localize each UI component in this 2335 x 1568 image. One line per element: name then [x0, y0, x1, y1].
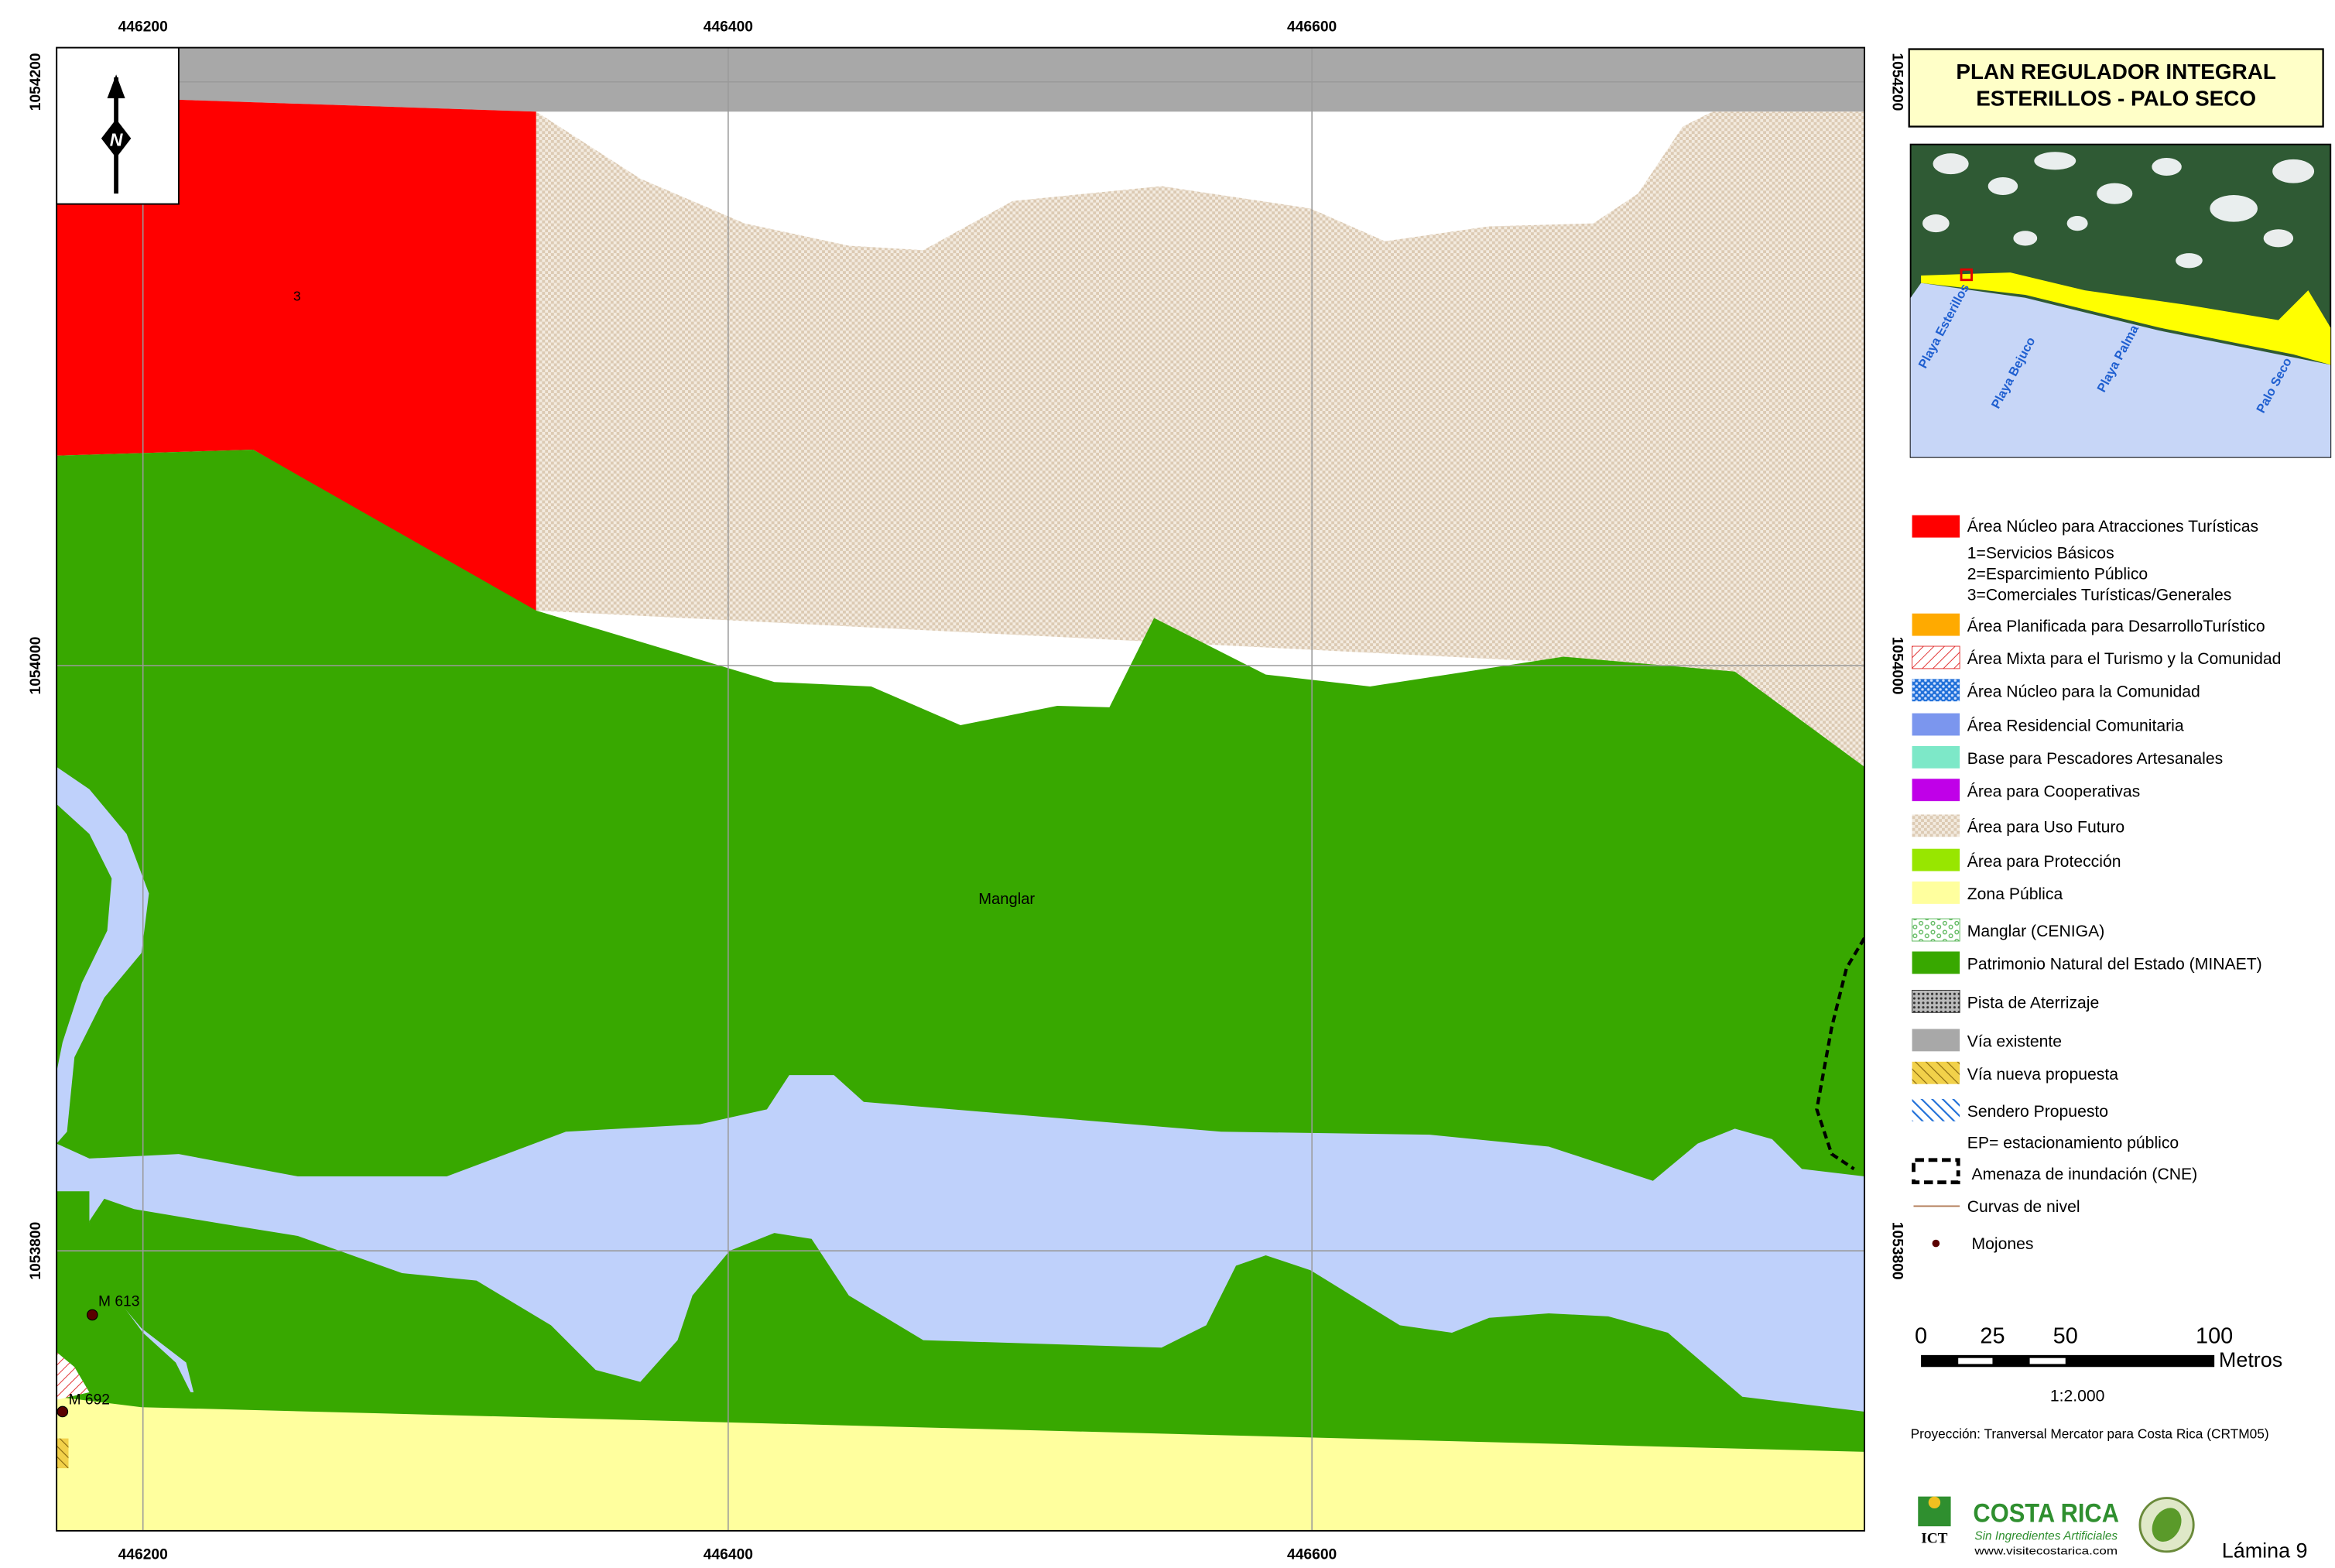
y-coord: 1054200 [28, 53, 44, 111]
x-coord: 446200 [118, 1546, 168, 1563]
legend-label: Pista de Aterrizaje [1967, 995, 2100, 1012]
legend-swatch [1912, 746, 1960, 769]
logos: ICT COSTA RICA Sin Ingredientes Artifici… [1918, 1497, 2193, 1557]
legend-label: Vía nueva propuesta [1967, 1066, 2118, 1084]
legend-label: Curvas de nivel [1967, 1198, 2080, 1216]
marker [57, 1406, 67, 1416]
legend-swatch [1912, 882, 1960, 904]
scale-bar: 0 25 50 100 Metros 1:2.000 [1915, 1323, 2282, 1405]
y-coord: 1054200 [1889, 53, 1905, 111]
sheet-number: Lámina 9 [2222, 1539, 2308, 1563]
legend-label: Amenaza de inundación (CNE) [1972, 1166, 2198, 1183]
scale-unit: Metros [2219, 1348, 2282, 1371]
legend-swatch [1912, 919, 1960, 941]
legend-swatch [1912, 849, 1960, 871]
legend-swatch [1912, 1029, 1960, 1052]
legend-swatch [1913, 1160, 1958, 1183]
legend: Área Núcleo para Atracciones Turísticas … [1912, 515, 2282, 1254]
legend-label: Base para Pescadores Artesanales [1967, 750, 2223, 768]
legend-swatch [1912, 779, 1960, 801]
logo-text: www.visitecostarica.com [1974, 1546, 2118, 1557]
x-coord: 446600 [1287, 19, 1337, 35]
legend-swatch [1912, 714, 1960, 736]
legend-swatch [1912, 951, 1960, 974]
title: ESTERILLOS - PALO SECO [1976, 87, 2256, 111]
zone-label: 3 [293, 289, 301, 304]
inset-map: Playa Esterillos Playa Bejuco Playa Palm… [1911, 145, 2331, 457]
marker-label: M 613 [98, 1293, 139, 1310]
scale-tick: 0 [1915, 1323, 1927, 1348]
logo-text: COSTA RICA [1973, 1498, 2119, 1528]
legend-label: Área Núcleo para la Comunidad [1967, 681, 2200, 700]
scale-tick: 25 [1980, 1323, 2005, 1348]
projection: Proyección: Tranversal Mercator para Cos… [1911, 1426, 2269, 1442]
legend-label: Mojones [1972, 1235, 2034, 1253]
legend-label: Vía existente [1967, 1033, 2062, 1051]
legend-swatch [1933, 1240, 1940, 1248]
x-coord: 446400 [704, 19, 753, 35]
legend-label: Zona Pública [1967, 885, 2063, 903]
y-coord: 1054000 [1889, 637, 1905, 695]
map: 3 Manglar M 613 M 692 N [56, 48, 1864, 1531]
legend-sublabel: 1=Servicios Básicos [1967, 545, 2114, 563]
legend-swatch [1912, 646, 1960, 669]
x-coord: 446600 [1287, 1546, 1337, 1563]
legend-sublabel: 3=Comerciales Turísticas/Generales [1967, 586, 2232, 604]
page: {"header":{"title_line1":"PLAN REGULADOR… [0, 0, 2335, 1568]
legend-label: Área para Cooperativas [1967, 781, 2140, 800]
legend-note: EP= estacionamiento público [1967, 1134, 2179, 1152]
legend-label: Área Mixta para el Turismo y la Comunida… [1967, 649, 2282, 668]
logo-text: ICT [1921, 1530, 1947, 1546]
legend-swatch [1912, 814, 1960, 837]
legend-swatch [1912, 990, 1960, 1012]
scale-tick: 100 [2196, 1323, 2233, 1348]
legend-label: Área para Uso Futuro [1967, 817, 2124, 837]
x-coord: 446400 [704, 1546, 753, 1563]
marker-label: M 692 [69, 1392, 110, 1408]
marker [87, 1310, 98, 1320]
scale-ratio: 1:2.000 [2050, 1388, 2105, 1405]
x-coord: 446200 [118, 19, 168, 35]
legend-sublabel: 2=Esparcimiento Público [1967, 565, 2148, 583]
legend-label: Área para Protección [1967, 851, 2121, 871]
legend-swatch [1912, 614, 1960, 636]
map-sheet: 3 Manglar M 613 M 692 N 446200 446400 44… [0, 0, 2335, 1568]
legend-swatch [1912, 679, 1960, 701]
legend-label: Sendero Propuesto [1967, 1103, 2108, 1121]
title: PLAN REGULADOR INTEGRAL [1956, 60, 2275, 84]
zone-label: Manglar [978, 891, 1035, 908]
y-coord: 1053800 [1889, 1222, 1905, 1280]
legend-label: Área Residencial Comunitaria [1967, 716, 2184, 735]
svg-text:N: N [110, 130, 124, 150]
legend-swatch [1912, 1099, 1960, 1121]
legend-label: Patrimonio Natural del Estado (MINAET) [1967, 956, 2262, 974]
scale-tick: 50 [2053, 1323, 2078, 1348]
legend-swatch [1912, 515, 1960, 538]
legend-label: Área Planificada para DesarrolloTurístic… [1967, 616, 2265, 635]
legend-label: Manglar (CENIGA) [1967, 923, 2105, 940]
y-coord: 1054000 [28, 637, 44, 695]
y-coord: 1053800 [28, 1222, 44, 1280]
existing-road [56, 48, 1864, 112]
legend-swatch [1912, 1062, 1960, 1084]
legend-label: Área Núcleo para Atracciones Turísticas [1967, 516, 2258, 536]
logo-text: Sin Ingredientes Artificiales [1974, 1529, 2118, 1542]
proposed-road [56, 1439, 68, 1468]
